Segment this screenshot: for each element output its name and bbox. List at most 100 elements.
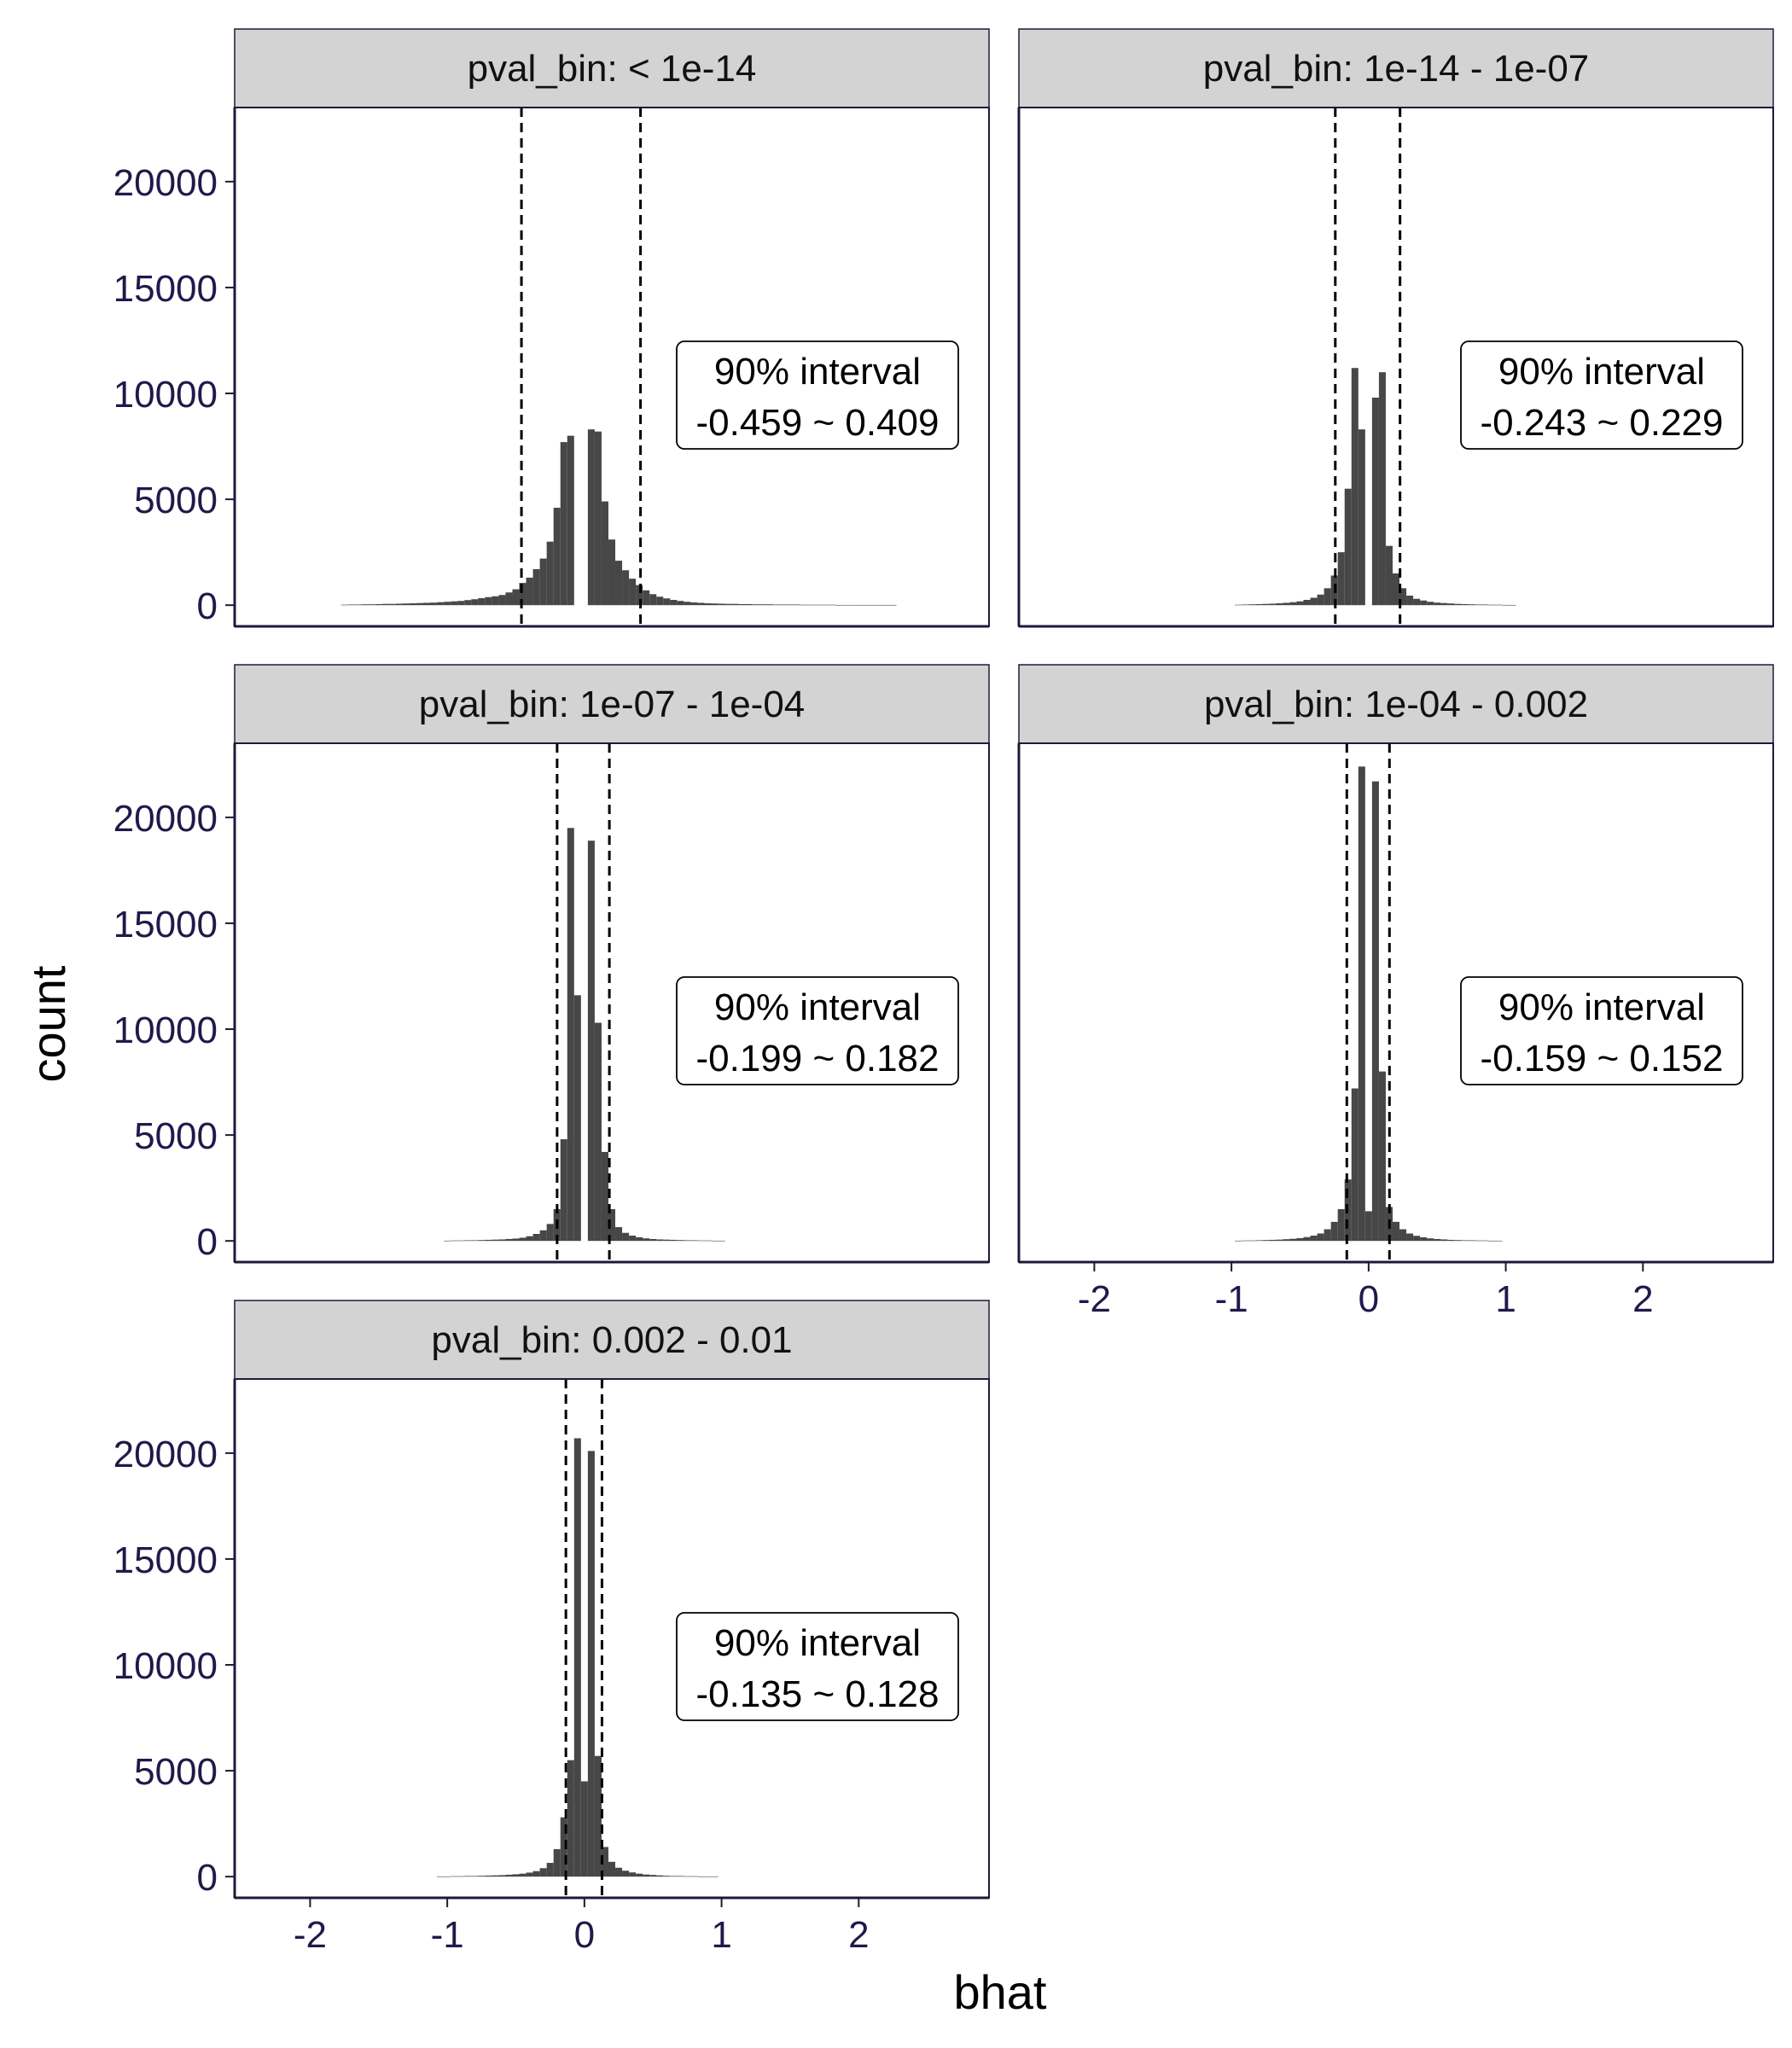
histogram-bar — [1269, 603, 1277, 606]
histogram-bar — [526, 577, 533, 606]
histogram-bar — [690, 602, 698, 606]
histogram-bar — [567, 828, 574, 1242]
histogram-bar — [1289, 1238, 1297, 1242]
histogram-bar — [601, 501, 608, 606]
histogram-bar — [1378, 1071, 1386, 1242]
x-tick-label: 0 — [574, 1914, 595, 1956]
y-axis-title: count — [21, 965, 75, 1082]
histogram-bar — [1481, 1240, 1489, 1242]
histogram-bar — [690, 1240, 698, 1242]
histogram-bar — [1344, 488, 1352, 606]
interval-annotation-range: -0.159 ~ 0.152 — [1480, 1038, 1723, 1079]
histogram-bar — [512, 589, 520, 606]
histogram-bar — [402, 603, 410, 606]
interval-annotation-range: -0.243 ~ 0.229 — [1480, 402, 1723, 444]
histogram-bar — [546, 1863, 554, 1877]
x-tick-label: -1 — [431, 1914, 464, 1956]
histogram-bar — [532, 1233, 540, 1242]
y-tick-label: 10000 — [113, 1009, 218, 1051]
histogram-bar — [457, 1240, 465, 1242]
histogram-bar — [587, 1451, 595, 1877]
histogram-bar — [1364, 1211, 1372, 1242]
histogram-bar — [1248, 604, 1256, 606]
histogram-bar — [1351, 368, 1359, 606]
histogram-bar — [622, 1232, 630, 1242]
facet-strip — [1018, 28, 1774, 108]
histogram-bar — [1420, 600, 1428, 606]
histogram-bar — [409, 602, 416, 606]
histogram-bar — [546, 541, 554, 606]
histogram-bar — [594, 1755, 602, 1877]
histogram-bar — [800, 604, 808, 606]
histogram-bar — [1262, 603, 1270, 606]
histogram-bar — [636, 585, 643, 606]
histogram-bar — [1255, 603, 1263, 606]
histogram-bar — [724, 603, 732, 606]
histogram-bar — [519, 1237, 527, 1242]
histogram-bar — [711, 1876, 719, 1877]
histogram-bar — [779, 604, 787, 606]
histogram-bar — [684, 1240, 691, 1242]
histogram-bar — [622, 1871, 630, 1877]
histogram-bar — [478, 597, 486, 606]
histogram-bar — [444, 1876, 451, 1877]
histogram-bar — [608, 1208, 616, 1242]
histogram-bar — [1399, 1229, 1407, 1242]
histogram-bar — [684, 602, 691, 606]
histogram-bar — [519, 1873, 527, 1877]
y-tick-label: 15000 — [113, 904, 218, 945]
histogram-bar — [471, 599, 479, 606]
facet-strip — [234, 28, 990, 108]
y-tick-label: 5000 — [134, 480, 218, 521]
histogram-bar — [814, 604, 822, 606]
x-tick-label: 1 — [1495, 1278, 1516, 1320]
histogram-bar — [690, 1876, 698, 1877]
histogram-bar — [437, 602, 445, 606]
interval-annotation-box — [1460, 976, 1743, 1085]
histogram-bar — [1447, 603, 1455, 606]
histogram-bar — [697, 1240, 705, 1242]
interval-annotation-title: 90% interval — [714, 351, 921, 393]
histogram-bar — [1495, 604, 1503, 606]
histogram-bar — [1337, 552, 1345, 606]
histogram-bar — [594, 1022, 602, 1242]
histogram-bar — [882, 604, 890, 606]
histogram-bar — [451, 1876, 458, 1877]
interval-annotation-box — [676, 1612, 959, 1721]
histogram-bar — [505, 592, 513, 606]
histogram-bar — [580, 1781, 588, 1877]
interval-annotation-box — [676, 340, 959, 450]
histogram-bar — [1310, 597, 1318, 606]
histogram-bar — [492, 596, 499, 606]
histogram-bar — [444, 602, 451, 606]
histogram-bar — [532, 1871, 540, 1877]
histogram-bar — [615, 1867, 623, 1877]
histogram-bar — [368, 604, 375, 606]
histogram-bar — [1296, 1237, 1304, 1242]
histogram-bar — [629, 1235, 637, 1242]
histogram-bar — [649, 1875, 657, 1877]
facet-strip-label: pval_bin: 1e-07 - 1e-04 — [419, 684, 806, 725]
histogram-bar — [869, 604, 876, 606]
histogram-bar — [835, 604, 842, 606]
histogram-bar — [1310, 1235, 1318, 1242]
x-tick-label: 1 — [711, 1914, 731, 1956]
histogram-bar — [1427, 1238, 1434, 1242]
histogram-bar — [587, 841, 595, 1242]
histogram-bar — [1488, 604, 1496, 606]
histogram-bar — [1303, 599, 1311, 606]
histogram-bar — [608, 1861, 616, 1877]
histogram-bar — [1242, 604, 1249, 606]
histogram-bar — [381, 603, 389, 606]
histogram-bar — [1303, 1236, 1311, 1242]
histogram-bar — [505, 1238, 513, 1242]
histogram-bar — [1276, 1239, 1283, 1242]
histogram-bar — [1434, 1238, 1441, 1242]
histogram-bar — [649, 1238, 657, 1242]
histogram-bar — [573, 1438, 581, 1877]
histogram-bar — [416, 602, 423, 606]
histogram-bar — [786, 604, 794, 606]
histogram-bar — [643, 1238, 650, 1242]
histogram-bar — [1481, 604, 1489, 606]
histogram-bar — [553, 508, 561, 606]
